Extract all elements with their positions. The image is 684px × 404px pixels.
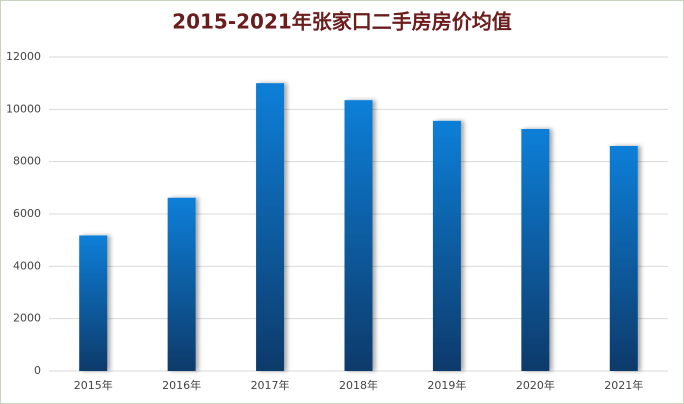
chart-title: 2015-2021年张家口二手房房价均值 — [172, 10, 512, 34]
x-tick-label: 2020年 — [516, 378, 555, 392]
bar — [79, 235, 108, 371]
y-tick-label: 4000 — [13, 259, 41, 272]
bar — [344, 100, 373, 372]
bar — [432, 120, 461, 371]
x-tick-label: 2015年 — [74, 378, 113, 392]
x-tick-label: 2018年 — [339, 378, 378, 392]
x-tick-label: 2016年 — [162, 378, 201, 392]
y-tick-label: 12000 — [6, 50, 41, 63]
x-tick-label: 2017年 — [251, 378, 290, 392]
y-tick-label: 8000 — [13, 155, 41, 168]
x-tick-label: 2021年 — [604, 378, 643, 392]
bar — [609, 145, 638, 371]
x-tick-label: 2019年 — [427, 378, 466, 392]
bar — [167, 197, 196, 371]
y-tick-label: 10000 — [6, 102, 41, 115]
bar — [521, 128, 550, 371]
bar — [256, 83, 285, 372]
y-tick-label: 6000 — [13, 207, 41, 220]
y-tick-label: 0 — [34, 364, 41, 377]
y-tick-label: 2000 — [13, 312, 41, 325]
